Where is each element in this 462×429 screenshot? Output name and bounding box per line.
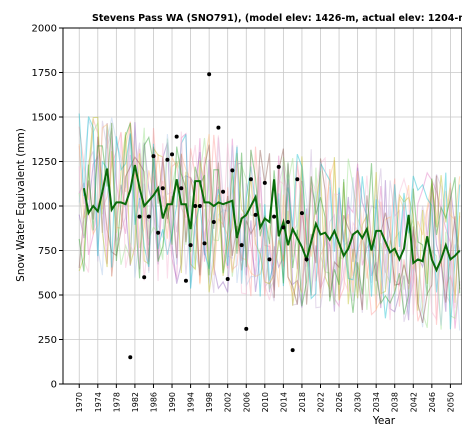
x-tick-label: 2038	[391, 392, 400, 412]
x-tick-label: 1974	[94, 392, 103, 412]
ensemble-member-line	[78, 113, 461, 330]
x-tick-label: 2046	[428, 392, 437, 412]
observed-point	[174, 134, 179, 139]
observed-point	[276, 164, 281, 169]
observed-point	[142, 275, 147, 280]
y-tick-label: 500	[38, 291, 57, 302]
ensemble-member-line	[78, 116, 461, 311]
x-tick-label: 1998	[205, 392, 214, 412]
observed-point	[267, 257, 272, 262]
ensemble-member-line	[78, 122, 461, 322]
ensemble-member-line	[78, 122, 461, 321]
x-tick-label: 2010	[261, 392, 270, 412]
observed-point	[244, 326, 249, 331]
x-axis-label: Year	[372, 415, 396, 427]
x-tick-label: 2030	[354, 392, 363, 412]
y-tick-label: 250	[38, 335, 57, 346]
x-tick-label: 1982	[131, 392, 140, 412]
x-tick-label: 2006	[242, 392, 251, 412]
observed-point	[239, 243, 244, 248]
observed-point	[299, 211, 304, 216]
y-tick-label: 1250	[32, 157, 57, 168]
observed-point	[179, 186, 184, 191]
x-tick-label: 2050	[446, 392, 455, 412]
observed-point	[156, 230, 161, 235]
observed-point	[193, 204, 198, 208]
observed-point	[207, 72, 212, 77]
y-tick-label: 1000	[32, 202, 57, 213]
y-tick-label: 1500	[32, 113, 57, 124]
y-tick-label: 1750	[32, 68, 57, 79]
ensemble-member-line	[78, 132, 461, 329]
ensemble-member-line	[78, 136, 461, 324]
x-tick-label: 1970	[75, 392, 84, 412]
observed-point	[230, 168, 235, 173]
observed-point	[146, 214, 151, 219]
ensemble-mean-line	[82, 164, 461, 273]
x-tick-label: 2042	[409, 392, 418, 412]
observed-point	[197, 204, 202, 208]
observed-point	[272, 214, 277, 219]
chart-title: Stevens Pass WA (SNO791), (model elev: 1…	[92, 13, 462, 24]
observed-point	[165, 157, 170, 162]
series-layer	[82, 72, 461, 360]
observed-point	[183, 278, 188, 283]
observed-point	[281, 225, 286, 230]
observed-point	[295, 177, 300, 182]
x-tick-label: 2018	[298, 392, 307, 412]
x-tick-label: 1990	[168, 392, 177, 412]
x-tick-label: 2034	[372, 392, 381, 412]
x-tick-label: 2026	[335, 392, 344, 412]
observed-point	[188, 243, 193, 248]
observed-point	[128, 355, 133, 360]
observed-point	[225, 276, 230, 281]
y-tick-label: 750	[38, 246, 57, 257]
y-tick-label: 2000	[32, 24, 57, 35]
ensemble-member-line	[78, 120, 461, 330]
observed-point	[248, 177, 253, 182]
observed-point	[211, 220, 216, 225]
observed-point	[151, 154, 156, 159]
ensemble-member-line	[78, 120, 461, 323]
x-tick-label: 2002	[224, 392, 233, 412]
x-tick-label: 1994	[187, 392, 196, 412]
ensemble-member-line	[78, 122, 461, 315]
x-tick-label: 2014	[279, 392, 288, 412]
observed-point	[262, 180, 267, 185]
observed-point	[286, 220, 291, 225]
x-tick-label: 1978	[112, 392, 121, 412]
observed-point	[253, 212, 258, 217]
observed-point	[304, 257, 309, 262]
x-tick-label: 1986	[149, 392, 158, 412]
observed-point	[170, 152, 175, 157]
observed-point	[216, 125, 221, 130]
x-ticks: 1970 1974 1978 1982 1986 1990 1994 1998 2002 2006…	[75, 384, 455, 412]
observed-point	[137, 214, 142, 219]
y-axis-label: Snow Water Equivalent (mm)	[15, 128, 27, 282]
x-tick-label: 2022	[316, 392, 325, 412]
y-ticks: 0 250 500 750 1000 1250 1500 1750 2000	[32, 24, 63, 391]
observed-point	[221, 189, 226, 194]
observed-point	[202, 241, 207, 246]
ensemble-member-line	[78, 122, 461, 312]
observed-point	[290, 348, 295, 353]
y-tick-label: 0	[51, 380, 57, 391]
ensemble-member-line	[78, 119, 461, 325]
ensemble-lines	[78, 113, 461, 331]
observed-point	[160, 186, 165, 191]
